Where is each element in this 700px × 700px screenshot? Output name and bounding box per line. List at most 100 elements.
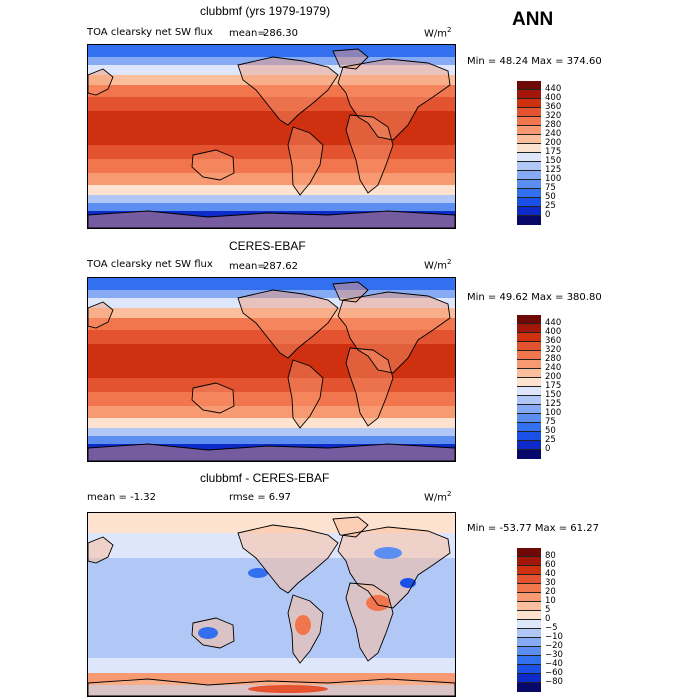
colorbar-box — [517, 324, 541, 333]
colorbar-box — [517, 611, 541, 620]
field-band — [88, 444, 455, 461]
coastline — [345, 347, 394, 427]
panel-3-rmse: rmse = 6.97 — [229, 492, 292, 503]
colorbar-box — [517, 665, 541, 674]
field-band — [88, 85, 455, 97]
panel-1-units: W/m2 — [424, 26, 452, 40]
colorbar-tick-label: 150 — [545, 156, 562, 166]
colorbar-box — [517, 180, 541, 189]
land-fill — [238, 290, 338, 358]
field-band — [88, 428, 455, 436]
field-band — [88, 75, 455, 85]
land-fill — [88, 302, 113, 328]
colorbar-box — [517, 441, 541, 450]
colorbar-box — [517, 638, 541, 647]
panel-1-range: Min = 48.24 Max = 374.60 — [467, 56, 602, 67]
panel-2-title: CERES-EBAF — [229, 239, 306, 253]
colorbar-tick-label: 100 — [545, 174, 562, 184]
field-band — [88, 97, 455, 111]
field-band — [88, 598, 455, 628]
colorbar-tick-label: 440 — [545, 84, 562, 94]
panel-3-units: W/m2 — [424, 490, 452, 504]
colorbar-tick-label: 400 — [545, 327, 562, 337]
colorbar-box — [517, 99, 541, 108]
colorbar-box — [517, 216, 541, 225]
coastline — [237, 56, 339, 126]
colorbar-tick-label: 75 — [545, 417, 556, 427]
colorbar-box — [517, 351, 541, 360]
anomaly-blob — [248, 685, 328, 693]
panel-2-mean-label: mean= — [229, 261, 266, 272]
land-fill — [88, 211, 455, 228]
colorbar-tick-label: 60 — [545, 560, 556, 570]
field-band — [88, 173, 455, 185]
colorbar-tick-label: 240 — [545, 129, 562, 139]
field-band — [88, 418, 455, 428]
colorbar-tick-label: 0 — [545, 444, 551, 454]
colorbar-box — [517, 333, 541, 342]
anomaly-blob — [295, 615, 311, 635]
panel-3-map-field — [88, 513, 455, 696]
colorbar-tick-label: 200 — [545, 372, 562, 382]
season-label: ANN — [512, 9, 554, 30]
colorbar-tick-label: 125 — [545, 399, 562, 409]
land-fill — [88, 69, 113, 95]
colorbar-tick-label: 80 — [545, 551, 556, 561]
colorbar-box — [517, 593, 541, 602]
panel-2-units: W/m2 — [424, 258, 452, 272]
panel-1-map — [87, 44, 456, 229]
field-band — [88, 360, 455, 378]
colorbar-tick-label: 5 — [545, 605, 551, 615]
colorbar-tick-label: 100 — [545, 408, 562, 418]
field-band — [88, 65, 455, 75]
colorbar-tick-label: 320 — [545, 345, 562, 355]
colorbar-box — [517, 378, 541, 387]
colorbar-box — [517, 683, 541, 692]
colorbar-box — [517, 566, 541, 575]
panel-1-map-field — [88, 45, 455, 228]
field-band — [88, 159, 455, 173]
field-band — [88, 406, 455, 418]
coastline — [337, 58, 451, 141]
colorbar-box — [517, 387, 541, 396]
panel-2-variable: TOA clearsky net SW flux — [87, 259, 213, 270]
colorbar-tick-label: −30 — [545, 650, 563, 660]
colorbar-box — [517, 450, 541, 459]
colorbar-box — [517, 117, 541, 126]
colorbar-tick-label: −60 — [545, 668, 563, 678]
field-band — [88, 378, 455, 392]
coastline — [332, 516, 369, 538]
field-band — [88, 278, 455, 290]
colorbar-tick-label: 360 — [545, 336, 562, 346]
colorbar-box — [517, 432, 541, 441]
panel-2-map-field — [88, 278, 455, 461]
field-band — [88, 436, 455, 444]
coastline — [88, 443, 455, 461]
panel-1-mean-value: 286.30 — [263, 28, 298, 39]
colorbar-box — [517, 674, 541, 683]
colorbar-box — [517, 315, 541, 324]
land-fill — [192, 150, 234, 180]
field-band — [88, 308, 455, 318]
coastline — [88, 210, 455, 228]
field-band — [88, 127, 455, 145]
colorbar-tick-label: 360 — [545, 102, 562, 112]
coastline — [345, 582, 394, 662]
colorbar-tick-label: 50 — [545, 192, 556, 202]
panel-2-mean-value: 287.62 — [263, 261, 298, 272]
colorbar-tick-label: 150 — [545, 390, 562, 400]
coastline — [191, 617, 235, 649]
field-band — [88, 290, 455, 298]
colorbar-box — [517, 405, 541, 414]
panel-1-mean-label: mean= — [229, 28, 266, 39]
colorbar-box — [517, 396, 541, 405]
colorbar-box — [517, 126, 541, 135]
colorbar-tick-label: 125 — [545, 165, 562, 175]
field-band — [88, 344, 455, 360]
panel-2-map — [87, 277, 456, 462]
colorbar-tick-label: −80 — [545, 677, 563, 687]
colorbar-tick-label: −20 — [545, 641, 563, 651]
colorbar-box — [517, 602, 541, 611]
land-fill — [238, 57, 338, 125]
colorbar-box — [517, 584, 541, 593]
